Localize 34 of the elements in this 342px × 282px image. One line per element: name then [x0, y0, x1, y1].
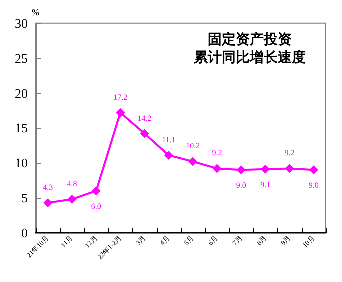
data-label: 9.2 — [212, 148, 222, 158]
y-tick-label: 20 — [15, 86, 28, 101]
data-label: 9.2 — [284, 148, 295, 158]
data-label: 9.0 — [308, 181, 319, 190]
y-tick-label: 30 — [15, 16, 28, 31]
point — [92, 186, 101, 196]
y-tick-label: 10 — [15, 156, 28, 171]
point — [188, 157, 198, 166]
point — [116, 108, 126, 118]
point — [236, 166, 246, 175]
point — [44, 198, 53, 208]
y-tick-label: 25 — [15, 50, 28, 66]
y-tick-label: 5 — [22, 190, 28, 206]
data-label: 10.2 — [186, 142, 200, 151]
data-label: 6.0 — [91, 202, 102, 212]
point — [164, 150, 174, 160]
point — [68, 194, 77, 204]
point — [309, 166, 318, 175]
data-label: 14.2 — [138, 114, 152, 123]
y-tick-label: 0 — [22, 226, 28, 240]
data-label: 9.0 — [236, 181, 246, 190]
point — [212, 164, 222, 174]
point — [140, 129, 150, 138]
y-tick-label: 15 — [15, 120, 28, 136]
data-label: 4.3 — [43, 182, 54, 192]
y-axis-title: % — [32, 8, 40, 18]
point — [261, 164, 270, 174]
text: 固定资产投资 — [208, 31, 292, 48]
point — [285, 164, 294, 174]
data-label: 9.1 — [260, 180, 271, 190]
data-label: 17.2 — [114, 92, 128, 102]
data-label: 11.1 — [162, 135, 176, 144]
text: 累计同比增长速度 — [193, 49, 306, 66]
data-label: 4.8 — [67, 179, 78, 188]
